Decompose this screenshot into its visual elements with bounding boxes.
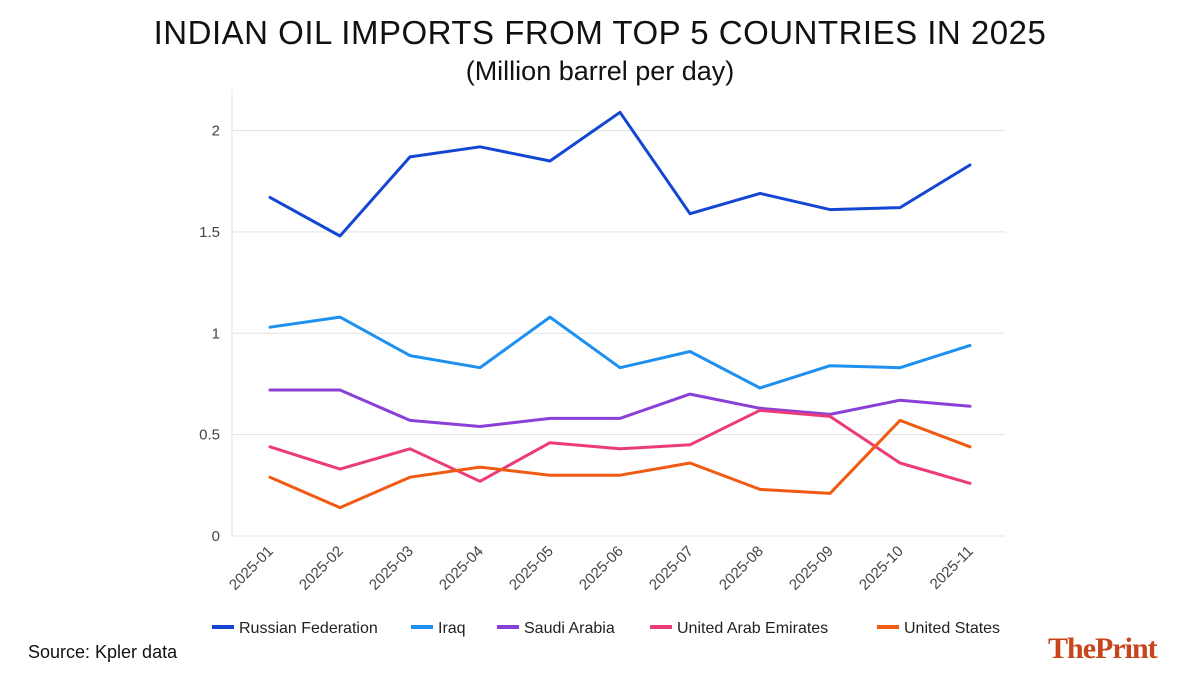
y-tick-label: 1 [212,325,220,342]
series-lines [268,110,972,510]
legend-label: Saudi Arabia [524,620,615,637]
source-note: Source: Kpler data [28,642,178,662]
gridlines [231,90,1005,537]
x-tick-label: 2025-05 [506,543,557,594]
x-tick-label: 2025-07 [646,543,697,594]
x-tick-label: 2025-09 [786,543,837,594]
x-axis-ticks: 2025-01 2025-02 2025-03 2025-04 2025-05 2025-… [226,543,977,594]
legend-label: Iraq [438,620,466,637]
y-tick-label: 0 [212,528,220,545]
series-line [268,315,972,390]
x-tick-label: 2025-10 [856,543,907,594]
series-line [268,408,972,485]
legend-label: United Arab Emirates [677,620,828,637]
x-tick-label: 2025-01 [226,543,277,594]
x-tick-label: 2025-11 [927,543,977,593]
legend-label: Russian Federation [239,620,378,637]
chart-title: INDIAN OIL IMPORTS FROM TOP 5 COUNTRIES … [153,14,1047,51]
x-tick-label: 2025-04 [436,543,487,594]
series-line [268,418,972,510]
legend: Russian Federation Iraq Saudi Arabia United… [212,620,1000,637]
x-tick-label: 2025-02 [296,543,347,594]
legend-label: United States [904,620,1000,637]
theprint-logo: ThePrint [1048,632,1158,665]
y-axis-ticks: 0 0.5 1 1.5 2 [199,123,220,545]
series-line [268,110,972,238]
x-tick-label: 2025-03 [366,543,417,594]
x-tick-label: 2025-08 [716,543,767,594]
y-tick-label: 0.5 [199,427,220,444]
y-tick-label: 2 [212,123,220,140]
y-tick-label: 1.5 [199,224,220,241]
series-line [268,388,972,428]
x-tick-label: 2025-06 [576,543,627,594]
chart-subtitle: (Million barrel per day) [465,56,735,86]
